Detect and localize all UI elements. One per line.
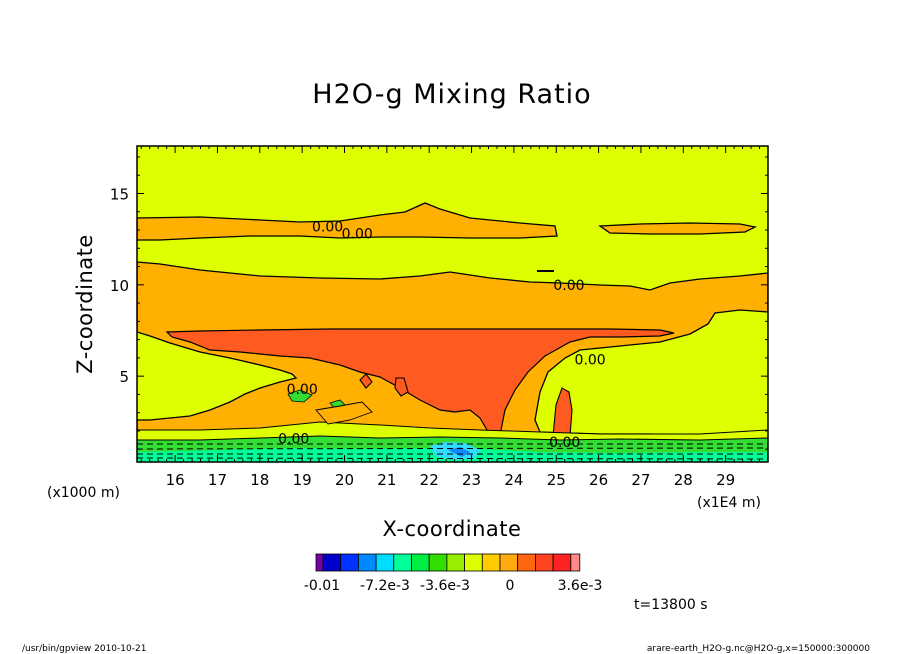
x-tick-label: 16: [166, 471, 185, 489]
contour-label: 0.00: [553, 278, 584, 294]
chart-title: H2O-g Mixing Ratio: [312, 79, 591, 110]
red-cell: [359, 373, 373, 389]
colorbar-swatch: [322, 553, 342, 572]
plot-frame: [136, 145, 769, 463]
y-axis-ticks: 5 10 15: [110, 156, 768, 450]
y-tick-label: 5: [119, 368, 129, 386]
time-label: t=13800 s: [634, 597, 708, 613]
colorbar-label: -7.2e-3: [360, 578, 410, 594]
colorbar-swatch: [499, 553, 519, 572]
negative-contours: [137, 443, 768, 460]
x-tick-label: 20: [335, 471, 354, 489]
colorbar-label: -0.01: [304, 578, 340, 594]
colorbar-label: 0: [506, 578, 515, 594]
colorbar-swatch: [428, 553, 448, 572]
y-axis-label: Z-coordinate: [73, 234, 97, 374]
footer-left: /usr/bin/gpview 2010-10-21: [22, 644, 146, 654]
contour-label: 0.00: [342, 227, 373, 243]
x-axis-unit: (x1E4 m): [697, 495, 761, 511]
colorbar-label: -3.6e-3: [420, 578, 470, 594]
x-axis-label: X-coordinate: [383, 517, 522, 541]
x-tick-label: 29: [716, 471, 735, 489]
colorbar: [315, 553, 581, 572]
colorbar-label: 3.6e-3: [558, 578, 603, 594]
contour-label: 0.00: [549, 435, 580, 451]
colorbar-swatch: [570, 553, 581, 572]
colorbar-swatch: [464, 553, 483, 572]
x-tick-label: 24: [504, 471, 523, 489]
contour-label: 0.00: [575, 353, 606, 369]
contour-fill-layer: [137, 146, 768, 462]
green-patch: [287, 389, 313, 403]
colorbar-swatch: [552, 553, 572, 572]
convective-core: [165, 328, 675, 436]
colorbar-labels: -0.01 -7.2e-3 -3.6e-3 0 3.6e-3: [304, 578, 603, 594]
x-axis-ticks: 16 17 18 19 20 21 22 23 24 25 26 27 28 29: [140, 146, 769, 489]
y-axis-unit: (x1000 m): [47, 485, 120, 501]
x-tick-label: 27: [631, 471, 650, 489]
colorbar-swatch: [446, 553, 465, 572]
upper-moisture-blob: [598, 222, 757, 235]
x-tick-label: 18: [250, 471, 269, 489]
colorbar-swatch: [517, 553, 536, 572]
colorbar-swatch: [375, 553, 395, 572]
colorbar-swatch: [411, 553, 430, 572]
contour-label: 0.00: [312, 219, 343, 235]
y-tick-label: 10: [110, 277, 129, 295]
contour-labels: 0.000.000.000.000.000.00 0.00: [278, 219, 606, 451]
colorbar-swatch: [315, 553, 324, 572]
x-tick-label: 25: [547, 471, 566, 489]
colorbar-swatch: [481, 553, 501, 572]
x-tick-label: 22: [420, 471, 439, 489]
colorbar-swatch: [535, 553, 554, 572]
contour-label: 0.00: [278, 431, 309, 447]
footer-right: arare-earth_H2O-g.nc@H2O-g,x=150000:3000…: [647, 644, 870, 654]
surface-blue-patch: [448, 447, 470, 457]
upper-moisture-band: [137, 202, 558, 241]
small-notch: [537, 270, 554, 272]
x-tick-label: 21: [377, 471, 396, 489]
x-tick-label: 28: [674, 471, 693, 489]
contour-label: 0.00: [287, 382, 318, 398]
orange-ribbon: [315, 401, 373, 425]
x-tick-label: 23: [462, 471, 481, 489]
x-tick-label: 17: [208, 471, 227, 489]
colorbar-swatch: [357, 553, 377, 572]
colorbar-swatch: [340, 553, 359, 572]
y-tick-label: 15: [110, 185, 129, 203]
x-tick-label: 19: [293, 471, 312, 489]
colorbar-swatch: [393, 553, 412, 572]
x-tick-label: 26: [589, 471, 608, 489]
red-cell: [394, 377, 409, 397]
